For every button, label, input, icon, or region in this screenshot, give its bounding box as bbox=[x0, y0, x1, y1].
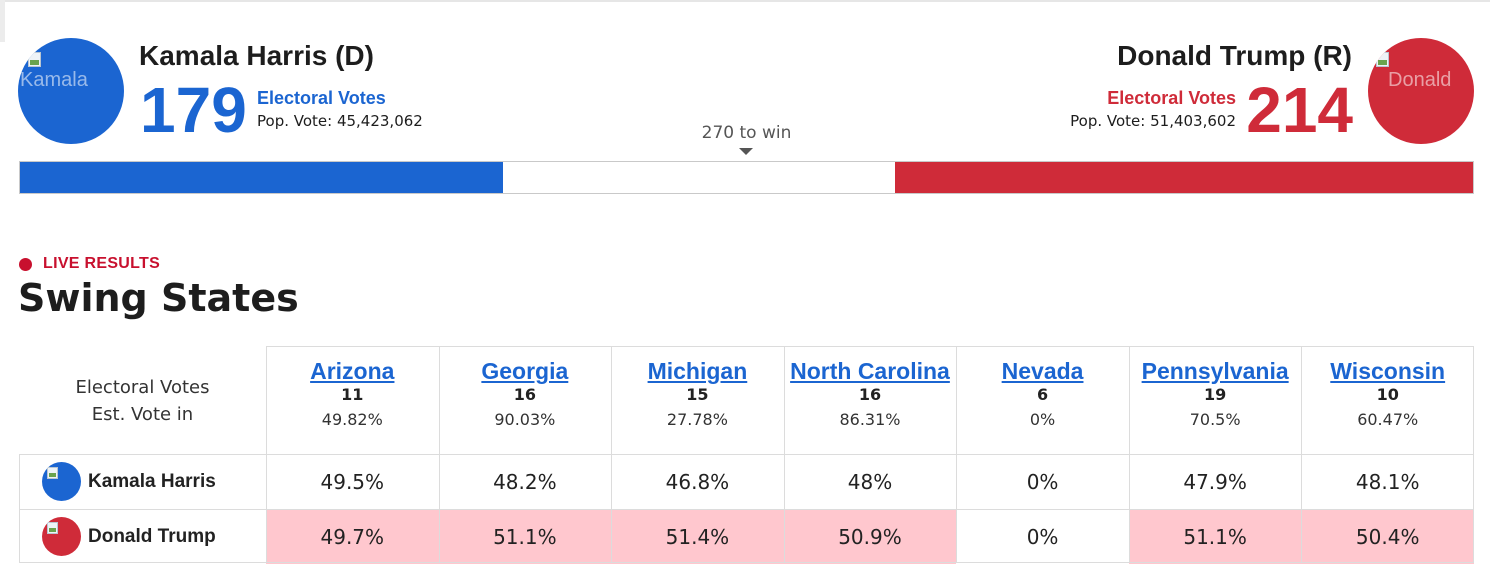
trump-result-cell: 51.4% bbox=[611, 509, 784, 564]
grid-line bbox=[19, 562, 1474, 563]
grid-line bbox=[266, 346, 1474, 347]
state-link[interactable]: Wisconsin bbox=[1330, 358, 1446, 384]
trump-popular-vote: Pop. Vote: 51,403,602 bbox=[1070, 112, 1236, 130]
grid-line bbox=[19, 454, 1474, 455]
state-link[interactable]: Pennsylvania bbox=[1141, 358, 1289, 384]
trump-result-cell: 51.1% bbox=[1128, 509, 1302, 564]
electoral-votes-label: Electoral Votes bbox=[75, 377, 210, 398]
broken-image-icon bbox=[28, 52, 41, 67]
trump-mini-avatar bbox=[42, 517, 81, 556]
grid-line bbox=[266, 346, 267, 563]
live-results-indicator: LIVE RESULTS bbox=[19, 255, 160, 273]
broken-image-icon bbox=[47, 467, 58, 479]
state-header: Georgia 16 90.03% bbox=[439, 346, 612, 454]
state-link[interactable]: Michigan bbox=[647, 358, 748, 384]
table-label-cell: Electoral Votes Est. Vote in bbox=[19, 346, 266, 454]
state-link[interactable]: Georgia bbox=[481, 358, 569, 384]
broken-image-icon bbox=[47, 522, 58, 534]
harris-popular-vote: Pop. Vote: 45,423,062 bbox=[257, 112, 423, 130]
grid-line bbox=[611, 346, 613, 563]
grid-line bbox=[783, 346, 785, 563]
state-header: Arizona 11 49.82% bbox=[266, 346, 439, 454]
candidate-name: Donald Trump bbox=[88, 525, 216, 547]
harris-name: Kamala Harris (D) bbox=[139, 40, 374, 71]
trump-ev-fill bbox=[895, 162, 1473, 193]
state-header: Michigan 15 27.78% bbox=[611, 346, 784, 454]
grid-line bbox=[956, 346, 958, 563]
harris-result-cell: 48.2% bbox=[493, 469, 557, 494]
state-est-vote: 49.82% bbox=[321, 410, 383, 429]
harris-electoral-votes: 179 bbox=[140, 74, 247, 146]
grid-line bbox=[1473, 346, 1474, 563]
state-electoral-votes: 11 bbox=[341, 385, 364, 404]
trump-name: Donald Trump (R) bbox=[1117, 40, 1352, 71]
trump-result-cell: 50.4% bbox=[1301, 509, 1474, 564]
grid-line bbox=[1301, 346, 1303, 563]
caret-down-icon bbox=[739, 148, 753, 155]
state-electoral-votes: 15 bbox=[686, 385, 709, 404]
harris-avatar: Kamala bbox=[18, 38, 124, 144]
state-header: Pennsylvania 19 70.5% bbox=[1129, 346, 1302, 454]
harris-ev-label: Electoral Votes bbox=[257, 88, 386, 108]
broken-image-icon bbox=[1376, 52, 1389, 67]
trump-result-cell: 49.7% bbox=[266, 509, 439, 564]
grid-line bbox=[19, 509, 1474, 510]
est-vote-label: Est. Vote in bbox=[91, 404, 194, 425]
candidate-name: Kamala Harris bbox=[88, 470, 216, 492]
state-est-vote: 0% bbox=[1029, 410, 1056, 429]
state-link[interactable]: North Carolina bbox=[790, 358, 950, 384]
harris-mini-avatar bbox=[42, 462, 81, 501]
state-electoral-votes: 19 bbox=[1203, 385, 1227, 404]
trump-electoral-votes: 214 bbox=[1246, 74, 1353, 146]
trump-avatar: Donald bbox=[1368, 38, 1474, 144]
trump-result-cell: 51.1% bbox=[438, 509, 612, 564]
trump-result-cell: 0% bbox=[1026, 524, 1059, 549]
harris-result-cell: 47.9% bbox=[1183, 469, 1247, 494]
state-header: North Carolina 16 86.31% bbox=[784, 346, 957, 454]
state-electoral-votes: 10 bbox=[1376, 385, 1399, 404]
trump-ev-label: Electoral Votes bbox=[1107, 88, 1236, 108]
trump-result-cell: 50.9% bbox=[783, 509, 957, 564]
harris-result-cell: 46.8% bbox=[665, 469, 730, 494]
state-link[interactable]: Nevada bbox=[1001, 358, 1084, 384]
top-border bbox=[0, 0, 1490, 2]
harris-result-cell: 48.1% bbox=[1355, 469, 1420, 494]
harris-result-cell: 49.5% bbox=[320, 469, 385, 494]
state-est-vote: 90.03% bbox=[494, 410, 556, 429]
swing-states-table: Electoral Votes Est. Vote in 49.5% 49.7% A… bbox=[19, 346, 1474, 564]
harris-row-label: Kamala Harris bbox=[19, 454, 266, 509]
harris-result-cell: 0% bbox=[1026, 469, 1059, 494]
state-header: Nevada 6 0% bbox=[956, 346, 1129, 454]
state-link[interactable]: Arizona bbox=[310, 358, 395, 384]
grid-line bbox=[438, 346, 440, 563]
corner-edge bbox=[0, 0, 5, 42]
state-est-vote: 27.78% bbox=[666, 410, 728, 429]
live-results-label: LIVE RESULTS bbox=[43, 255, 161, 272]
state-est-vote: 70.5% bbox=[1189, 410, 1241, 429]
harris-result-cell: 48% bbox=[847, 469, 893, 494]
grid-line bbox=[19, 454, 20, 563]
live-dot-icon bbox=[19, 257, 32, 271]
state-est-vote: 86.31% bbox=[839, 410, 901, 429]
harris-ev-fill bbox=[20, 162, 504, 193]
state-electoral-votes: 6 bbox=[1036, 385, 1049, 404]
trump-row-label: Donald Trump bbox=[19, 509, 266, 564]
electoral-vote-bar bbox=[19, 161, 1474, 194]
harris-avatar-alt: Kamala bbox=[20, 69, 88, 91]
grid-line bbox=[1128, 346, 1130, 563]
trump-avatar-alt: Donald bbox=[1388, 69, 1452, 91]
state-header: Wisconsin 10 60.47% bbox=[1301, 346, 1474, 454]
state-est-vote: 60.47% bbox=[1357, 410, 1419, 429]
to-win-label: 270 to win bbox=[701, 123, 792, 143]
state-electoral-votes: 16 bbox=[513, 385, 536, 404]
state-electoral-votes: 16 bbox=[858, 385, 882, 404]
section-title: Swing States bbox=[18, 276, 299, 320]
